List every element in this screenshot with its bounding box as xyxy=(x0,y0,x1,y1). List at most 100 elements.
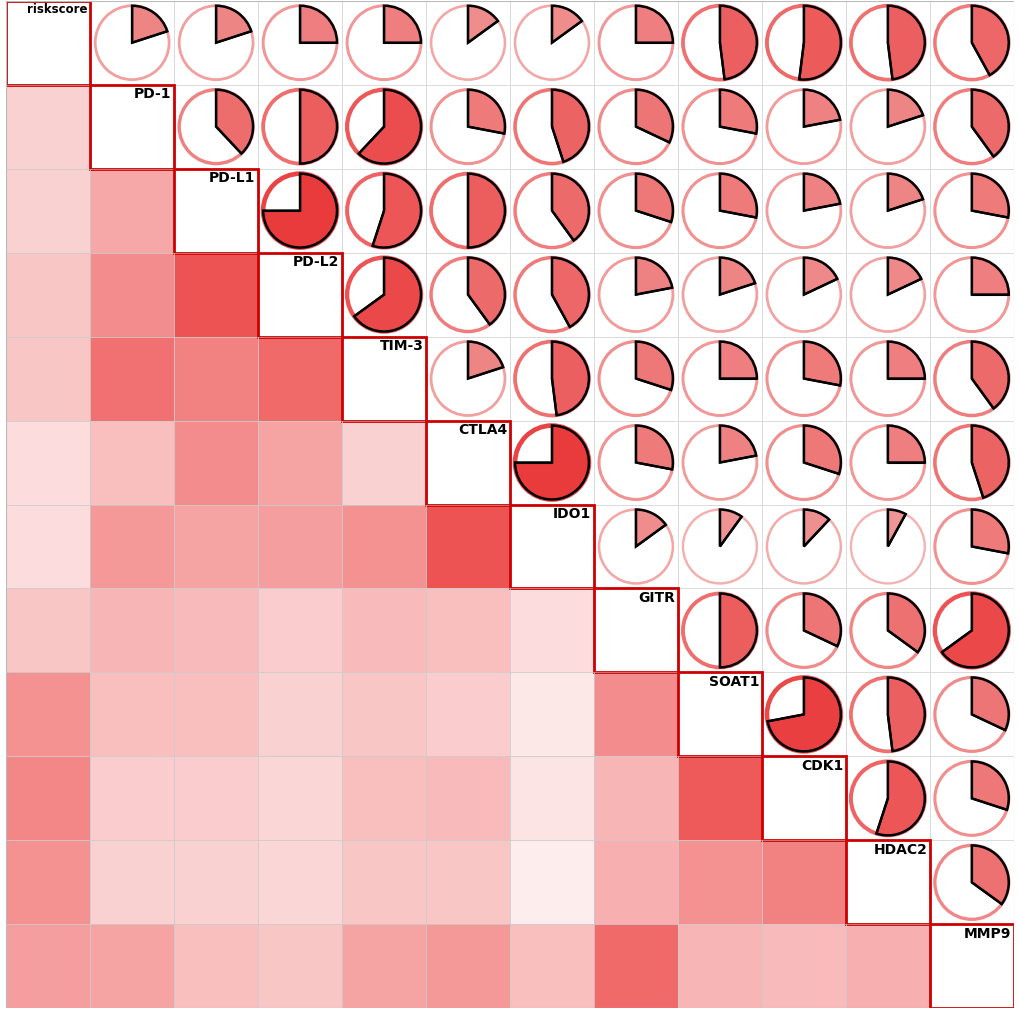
Bar xyxy=(341,757,426,840)
Bar xyxy=(678,588,761,672)
Bar xyxy=(6,672,90,757)
Wedge shape xyxy=(887,426,924,462)
Text: MMP9: MMP9 xyxy=(963,927,1010,940)
Bar xyxy=(258,337,341,421)
Bar xyxy=(929,588,1013,672)
Bar xyxy=(90,588,174,672)
Bar xyxy=(593,504,678,588)
Bar xyxy=(929,252,1013,337)
Wedge shape xyxy=(971,342,1008,409)
Wedge shape xyxy=(551,257,588,327)
Wedge shape xyxy=(887,677,924,751)
Wedge shape xyxy=(468,90,504,133)
Bar xyxy=(678,504,761,588)
Bar xyxy=(341,169,426,252)
Wedge shape xyxy=(887,90,922,127)
Wedge shape xyxy=(875,762,924,835)
Bar xyxy=(341,840,426,924)
Bar xyxy=(6,337,90,421)
Bar xyxy=(6,757,90,840)
Bar xyxy=(761,924,845,1008)
Bar xyxy=(593,924,678,1008)
Bar xyxy=(90,421,174,504)
Bar xyxy=(929,85,1013,169)
Bar xyxy=(90,337,174,421)
Bar xyxy=(258,504,341,588)
Bar xyxy=(929,1,1013,85)
Wedge shape xyxy=(719,426,755,462)
Bar xyxy=(90,672,174,757)
Bar xyxy=(6,1,90,85)
Bar xyxy=(593,421,678,504)
Bar xyxy=(341,421,426,504)
Wedge shape xyxy=(971,257,1008,295)
Bar xyxy=(761,672,845,757)
Bar xyxy=(174,672,258,757)
Bar xyxy=(90,924,174,1008)
Bar xyxy=(6,252,90,337)
Wedge shape xyxy=(803,90,840,127)
Text: TIM-3: TIM-3 xyxy=(379,339,423,353)
Wedge shape xyxy=(803,257,837,295)
Wedge shape xyxy=(468,174,504,247)
Bar xyxy=(258,252,341,337)
Bar xyxy=(678,1,761,85)
Bar xyxy=(510,252,593,337)
Bar xyxy=(174,1,258,85)
Bar xyxy=(174,504,258,588)
Wedge shape xyxy=(635,90,673,142)
Bar xyxy=(258,672,341,757)
Bar xyxy=(678,924,761,1008)
Bar xyxy=(6,421,90,504)
Bar xyxy=(593,840,678,924)
Wedge shape xyxy=(719,593,756,667)
Bar xyxy=(174,85,258,169)
Bar xyxy=(90,169,174,252)
Bar xyxy=(174,672,258,757)
Wedge shape xyxy=(887,6,924,80)
Bar xyxy=(845,252,929,337)
Wedge shape xyxy=(216,90,253,153)
Bar xyxy=(258,757,341,840)
Bar xyxy=(258,421,341,504)
Bar xyxy=(426,924,510,1008)
Bar xyxy=(426,85,510,169)
Bar xyxy=(593,85,678,169)
Bar xyxy=(929,337,1013,421)
Wedge shape xyxy=(359,90,421,163)
Bar xyxy=(426,169,510,252)
Bar xyxy=(341,337,426,421)
Wedge shape xyxy=(551,6,581,42)
Bar xyxy=(845,588,929,672)
Text: HDAC2: HDAC2 xyxy=(872,843,926,857)
Bar xyxy=(90,588,174,672)
Bar xyxy=(678,757,761,840)
Bar xyxy=(258,588,341,672)
Bar xyxy=(593,672,678,757)
Wedge shape xyxy=(803,510,828,547)
Bar xyxy=(845,85,929,169)
Wedge shape xyxy=(216,6,251,42)
Wedge shape xyxy=(468,257,504,325)
Wedge shape xyxy=(384,6,421,42)
Bar xyxy=(593,169,678,252)
Wedge shape xyxy=(719,510,741,547)
Wedge shape xyxy=(515,426,588,499)
Bar xyxy=(90,85,174,169)
Bar xyxy=(90,169,174,252)
Bar xyxy=(426,1,510,85)
Bar xyxy=(6,85,90,169)
Bar xyxy=(678,672,761,757)
Wedge shape xyxy=(971,426,1008,497)
Bar xyxy=(593,1,678,85)
Wedge shape xyxy=(300,6,336,42)
Bar xyxy=(426,504,510,588)
Wedge shape xyxy=(551,342,588,415)
Bar xyxy=(341,504,426,588)
Bar xyxy=(929,672,1013,757)
Bar xyxy=(845,421,929,504)
Bar xyxy=(174,924,258,1008)
Bar xyxy=(678,757,761,840)
Text: CDK1: CDK1 xyxy=(800,759,843,773)
Bar xyxy=(510,672,593,757)
